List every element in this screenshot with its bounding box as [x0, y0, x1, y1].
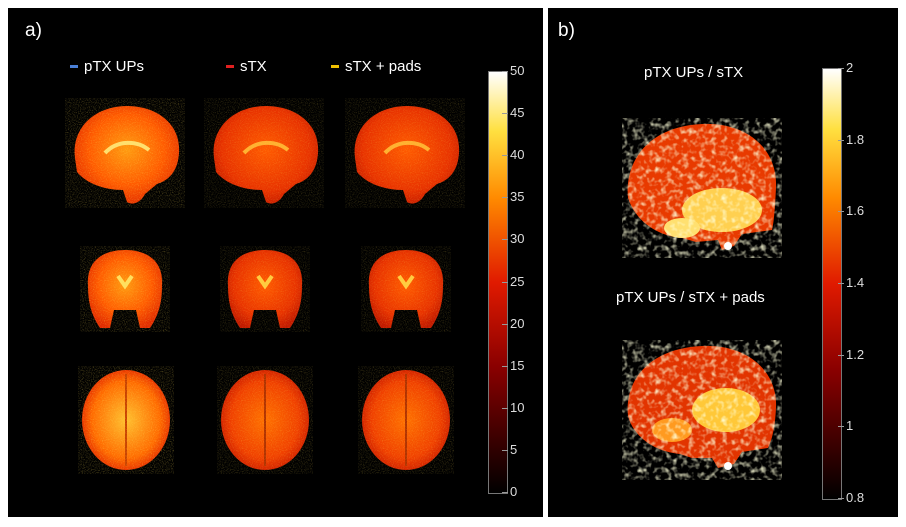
legend-label: sTX: [240, 58, 267, 75]
ratio-title-stx: pTX UPs / sTX: [644, 64, 744, 81]
legend-line-red: [226, 65, 234, 68]
legend-label: sTX + pads: [345, 58, 422, 75]
axial-image-stx: [217, 366, 313, 474]
panel-a: a) pTX UPs sTX sTX + pads: [8, 8, 543, 517]
colorbar-a-tick-label: 30: [502, 231, 524, 246]
legend-item-stx: sTX: [226, 58, 267, 75]
colorbar-b-tick-label: 1.6: [838, 203, 864, 218]
colorbar-a-tick-label: 0: [502, 484, 517, 499]
colorbar-b: [822, 68, 842, 500]
panel-b: b) pTX UPs / sTX pTX UPs / sTX + pads 2 1…: [548, 8, 898, 517]
panel-a-label: a): [25, 20, 42, 41]
colorbar-b-tick-label: 0.8: [838, 490, 864, 505]
ratio-title-stx-pads: pTX UPs / sTX + pads: [616, 289, 765, 306]
colorbar-a-tick-label: 20: [502, 316, 524, 331]
colorbar-a-tick-label: 25: [502, 274, 524, 289]
colorbar-a-tick-label: 10: [502, 400, 524, 415]
colorbar-a-tick-label: 40: [502, 147, 524, 162]
legend-line-blue: [70, 65, 78, 68]
colorbar-b-tick-label: 2: [838, 60, 853, 75]
colorbar-b-tick-label: 1.2: [838, 347, 864, 362]
colorbar-a-tick-label: 50: [502, 63, 524, 78]
axial-image-ptx: [78, 366, 174, 474]
coronal-image-stx: [220, 246, 310, 332]
colorbar-a-tick-label: 5: [502, 442, 517, 457]
legend-item-ptx-ups: pTX UPs: [70, 58, 144, 75]
colorbar-b-tick-label: 1.4: [838, 275, 864, 290]
legend-label: pTX UPs: [84, 58, 145, 75]
colorbar-a: [488, 71, 508, 494]
colorbar-a-tick-label: 35: [502, 189, 524, 204]
coronal-image-ptx: [80, 246, 170, 332]
ratio-image-stx: [622, 118, 782, 258]
colorbar-b-tick-label: 1.8: [838, 132, 864, 147]
axial-image-stx-pads: [358, 366, 454, 474]
legend-item-stx-pads: sTX + pads: [331, 58, 421, 75]
sagittal-image-stx-pads: [345, 98, 465, 208]
sagittal-image-ptx: [65, 98, 185, 208]
sagittal-image-stx: [204, 98, 324, 208]
colorbar-b-tick-label: 1: [838, 418, 853, 433]
ratio-image-stx-pads: [622, 340, 782, 480]
colorbar-a-tick-label: 45: [502, 105, 524, 120]
colorbar-a-tick-label: 15: [502, 358, 524, 373]
panel-b-label: b): [558, 20, 575, 41]
coronal-image-stx-pads: [361, 246, 451, 332]
legend-line-yellow: [331, 65, 339, 68]
